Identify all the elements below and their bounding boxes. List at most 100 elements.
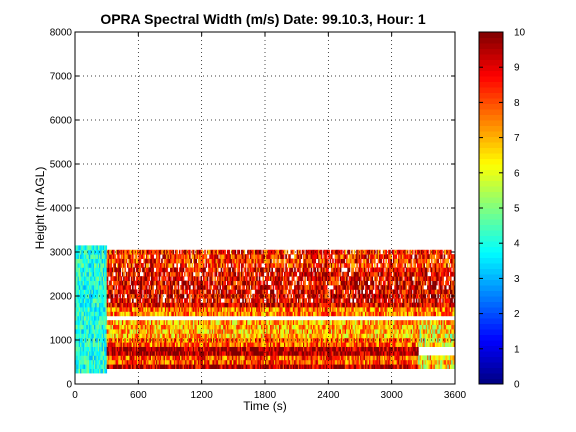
heatmap-cell xyxy=(115,276,118,281)
heatmap-cell xyxy=(123,324,125,330)
heatmap-cell xyxy=(276,293,279,299)
heatmap-cell xyxy=(109,267,111,273)
heatmap-cell xyxy=(257,346,260,352)
heatmap-cell xyxy=(134,320,137,325)
heatmap-cell xyxy=(92,315,95,321)
heatmap-cell xyxy=(77,320,80,325)
heatmap-cell xyxy=(158,342,161,347)
heatmap-cell xyxy=(214,263,216,268)
heatmap-cell xyxy=(233,355,235,361)
heatmap-cell xyxy=(138,324,140,330)
heatmap-cell xyxy=(291,311,294,317)
heatmap-cell xyxy=(323,324,325,330)
heatmap-cell xyxy=(305,333,308,339)
heatmap-cell xyxy=(210,346,213,352)
heatmap-cell xyxy=(76,289,78,295)
heatmap-cell xyxy=(238,302,241,308)
heatmap-cell xyxy=(223,355,225,361)
heatmap-cell xyxy=(294,302,296,308)
heatmap-cell xyxy=(292,249,295,255)
heatmap-cell xyxy=(240,263,243,268)
heatmap-cell xyxy=(102,311,105,317)
heatmap-cell xyxy=(191,324,194,330)
heatmap-cell xyxy=(240,271,243,277)
heatmap-cell xyxy=(265,355,267,361)
heatmap-cell xyxy=(318,355,320,361)
heatmap-cell xyxy=(220,342,223,347)
heatmap-cell xyxy=(195,324,197,330)
heatmap-cell xyxy=(96,289,99,295)
heatmap-cell xyxy=(240,329,243,334)
heatmap-cell xyxy=(325,329,328,334)
heatmap-cell xyxy=(218,258,220,264)
heatmap-cell xyxy=(268,364,271,369)
heatmap-cell xyxy=(158,333,161,339)
heatmap-cell xyxy=(118,254,120,259)
heatmap-cell xyxy=(185,351,187,356)
heatmap-cell xyxy=(178,342,181,347)
heatmap-cell xyxy=(224,302,227,308)
heatmap-cell xyxy=(228,293,230,299)
heatmap-cell xyxy=(140,302,143,308)
heatmap-cell xyxy=(77,351,80,356)
heatmap-cell xyxy=(164,342,167,347)
heatmap-cell xyxy=(262,364,265,369)
heatmap-cell xyxy=(95,337,97,343)
heatmap-cell xyxy=(182,342,185,347)
heatmap-cell xyxy=(215,302,218,308)
heatmap-cell xyxy=(219,342,222,347)
heatmap-cell xyxy=(196,307,199,312)
heatmap-cell xyxy=(266,285,268,290)
heatmap-cell xyxy=(134,329,137,334)
heatmap-cell xyxy=(172,337,175,343)
heatmap-cell xyxy=(277,364,280,369)
heatmap-cell xyxy=(126,298,129,303)
heatmap-cell xyxy=(109,351,111,356)
heatmap-cell xyxy=(309,337,311,343)
heatmap-cell xyxy=(275,355,277,361)
heatmap-cell xyxy=(92,324,95,330)
heatmap-cell xyxy=(121,351,124,356)
heatmap-cell xyxy=(159,298,162,303)
heatmap-cell xyxy=(304,271,306,277)
heatmap-cell xyxy=(191,254,194,259)
heatmap-cell xyxy=(323,355,325,361)
heatmap-cell xyxy=(276,333,279,339)
heatmap-cell xyxy=(267,311,270,317)
heatmap-cell xyxy=(128,258,130,264)
heatmap-cell xyxy=(284,333,286,339)
heatmap-cell xyxy=(276,307,279,312)
heatmap-cell xyxy=(161,302,163,308)
heatmap-cell xyxy=(308,302,310,308)
heatmap-cell xyxy=(299,271,301,277)
heatmap-cell xyxy=(129,302,132,308)
heatmap-cell xyxy=(280,289,282,295)
heatmap-cell xyxy=(303,280,305,286)
heatmap-cell xyxy=(90,298,92,303)
heatmap-cell xyxy=(94,276,96,281)
heatmap-cell xyxy=(289,333,291,339)
heatmap-cell xyxy=(111,293,114,299)
heatmap-cell xyxy=(147,346,149,352)
heatmap-cell xyxy=(96,351,99,356)
heatmap-cell xyxy=(314,280,317,286)
heatmap-cell xyxy=(166,254,168,259)
heatmap-cell xyxy=(237,289,239,295)
heatmap-cell xyxy=(75,263,77,268)
heatmap-cell xyxy=(95,254,97,259)
heatmap-cell xyxy=(109,355,111,361)
heatmap-cell xyxy=(291,249,294,255)
heatmap-cell xyxy=(175,364,177,369)
heatmap-cell xyxy=(325,364,328,369)
heatmap-cell xyxy=(239,271,242,277)
heatmap-cell xyxy=(106,359,109,365)
heatmap-cell xyxy=(145,258,148,264)
heatmap-cell xyxy=(125,337,128,343)
heatmap-cell xyxy=(286,320,289,325)
heatmap-cell xyxy=(313,324,315,330)
heatmap-cell xyxy=(101,307,104,312)
heatmap-cell xyxy=(295,324,298,330)
heatmap-cell xyxy=(132,263,134,268)
heatmap-cell xyxy=(101,267,104,273)
heatmap-cell xyxy=(209,263,211,268)
